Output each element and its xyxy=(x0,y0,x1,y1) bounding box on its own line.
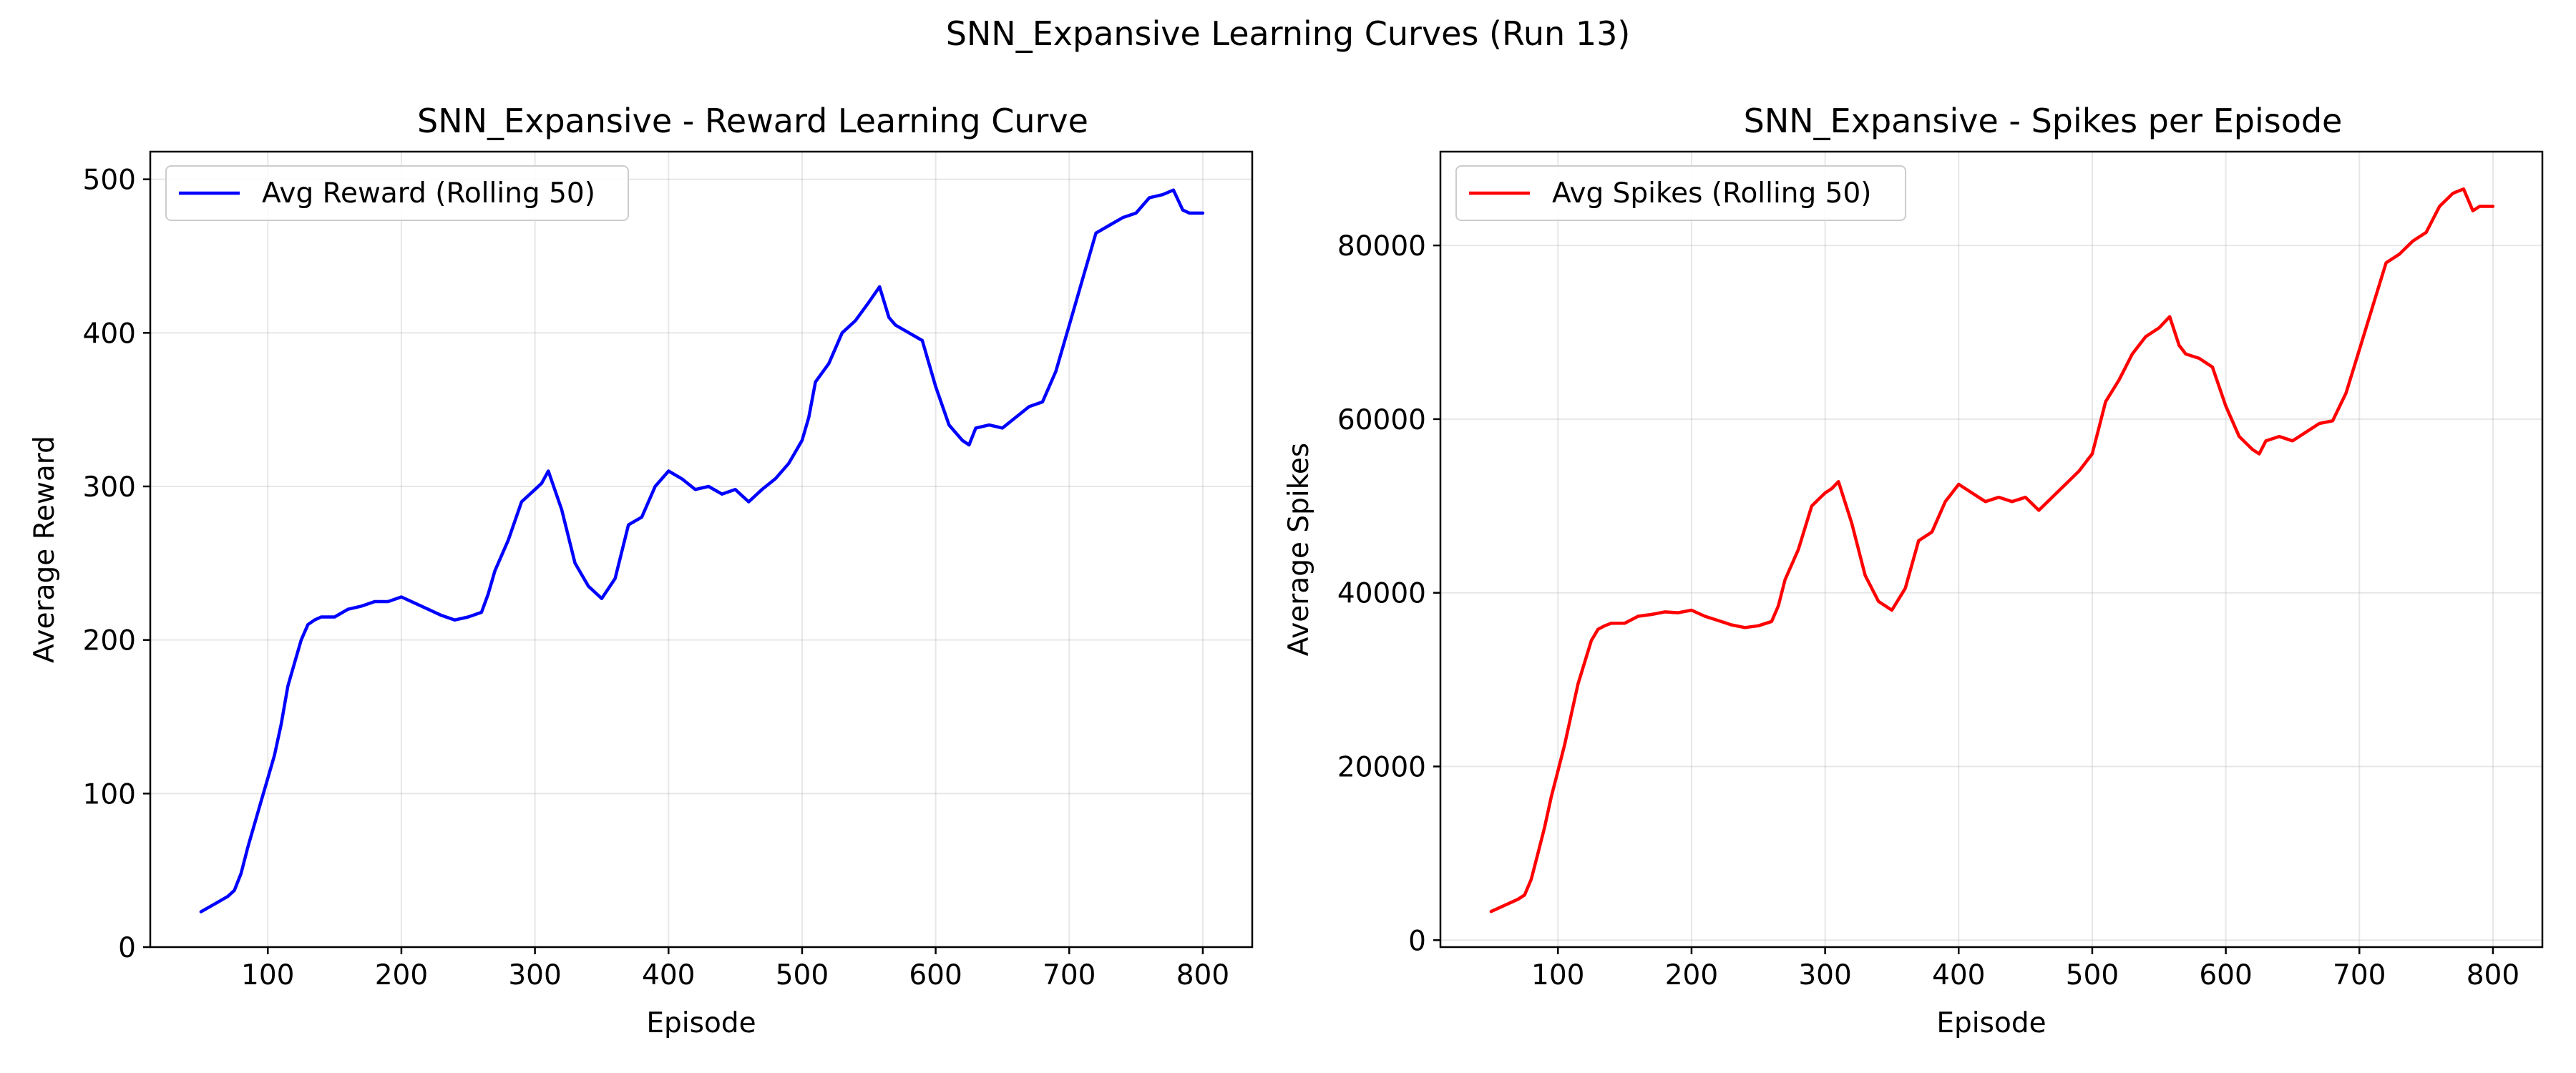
spikes-x-axis-label: Episode xyxy=(1936,1007,2046,1039)
reward-x-ticks: 100 200 300 400 500 600 700 800 xyxy=(241,947,1229,991)
spikes-series xyxy=(1489,187,2495,913)
reward-panel: SNN_Expansive - Reward Learning Curve 10… xyxy=(29,102,1254,1039)
spikes-grid xyxy=(1440,152,2542,947)
spikes-x-tick-label: 800 xyxy=(2467,959,2519,991)
spikes-x-tick-label: 300 xyxy=(1798,959,1851,991)
reward-x-tick-label: 600 xyxy=(909,959,962,991)
reward-x-axis-label: Episode xyxy=(646,1007,756,1039)
reward-x-tick-label: 500 xyxy=(776,959,829,991)
spikes-chart-title: SNN_Expansive - Spikes per Episode xyxy=(1744,102,2343,140)
spikes-y-tick-label: 40000 xyxy=(1337,578,1426,610)
spikes-y-axis-label: Average Spikes xyxy=(1283,443,1315,656)
spikes-legend-box xyxy=(1455,165,1906,221)
spikes-x-ticks: 100 200 300 400 500 600 700 800 xyxy=(1531,947,2519,991)
spikes-legend: Avg Spikes (Rolling 50) xyxy=(1455,165,1906,221)
spikes-x-tick-label: 700 xyxy=(2333,959,2386,991)
reward-x-tick-label: 200 xyxy=(375,959,428,991)
reward-x-tick-label: 300 xyxy=(508,959,561,991)
reward-y-tick-label: 200 xyxy=(83,625,136,657)
reward-chart-title: SNN_Expansive - Reward Learning Curve xyxy=(417,102,1088,140)
reward-y-axis-label: Average Reward xyxy=(29,436,61,663)
spikes-y-ticks: 0 20000 40000 60000 80000 xyxy=(1337,230,1440,957)
reward-x-tick-label: 400 xyxy=(642,959,695,991)
reward-series xyxy=(199,188,1205,913)
reward-legend: Avg Reward (Rolling 50) xyxy=(165,165,629,221)
reward-x-tick-label: 800 xyxy=(1176,959,1229,991)
spikes-y-tick-label: 20000 xyxy=(1337,751,1426,783)
spikes-x-tick-label: 200 xyxy=(1665,959,1718,991)
reward-y-ticks: 0 100 200 300 400 500 xyxy=(83,165,150,964)
spikes-axes-frame xyxy=(1439,150,2544,949)
reward-series-line xyxy=(199,188,1205,913)
reward-legend-label: Avg Reward (Rolling 50) xyxy=(262,177,595,210)
spikes-y-tick-label: 80000 xyxy=(1337,230,1426,263)
spikes-y-tick-label: 60000 xyxy=(1337,404,1426,436)
spikes-legend-label: Avg Spikes (Rolling 50) xyxy=(1552,177,1872,210)
spikes-x-tick-label: 100 xyxy=(1531,959,1584,991)
spikes-series-line xyxy=(1489,187,2495,913)
spikes-panel: SNN_Expansive - Spikes per Episode 100 20… xyxy=(1283,102,2544,1039)
spikes-x-tick-label: 600 xyxy=(2199,959,2252,991)
reward-y-tick-label: 400 xyxy=(83,318,136,350)
reward-y-tick-label: 0 xyxy=(118,932,136,964)
spikes-y-tick-label: 0 xyxy=(1408,925,1426,957)
reward-y-tick-label: 500 xyxy=(83,165,136,197)
reward-legend-box xyxy=(165,165,629,221)
reward-axes-frame xyxy=(149,150,1254,949)
reward-y-tick-label: 300 xyxy=(83,471,136,504)
spikes-x-tick-label: 400 xyxy=(1932,959,1985,991)
figure-suptitle: SNN_Expansive Learning Curves (Run 13) xyxy=(946,14,1631,53)
reward-x-tick-label: 100 xyxy=(241,959,294,991)
reward-y-tick-label: 100 xyxy=(83,778,136,810)
spikes-x-tick-label: 500 xyxy=(2066,959,2119,991)
reward-x-tick-label: 700 xyxy=(1043,959,1096,991)
